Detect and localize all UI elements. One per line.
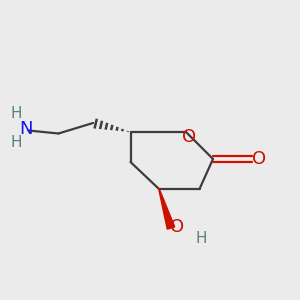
Text: N: N	[19, 120, 32, 138]
Text: H: H	[11, 106, 22, 122]
Text: H: H	[11, 135, 22, 150]
Text: O: O	[251, 150, 266, 168]
Text: O: O	[182, 128, 196, 146]
Text: H: H	[196, 231, 207, 246]
Text: O: O	[170, 218, 184, 236]
Polygon shape	[159, 189, 175, 229]
